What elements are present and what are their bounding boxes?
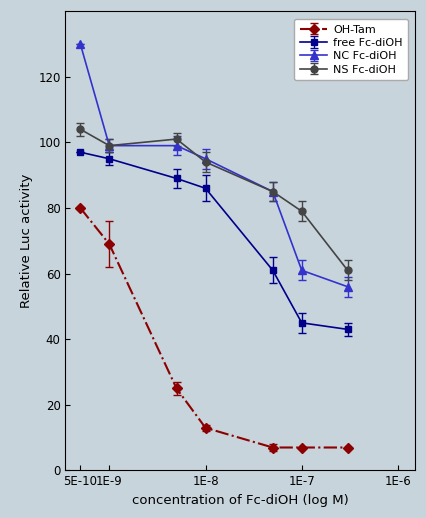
X-axis label: concentration of Fc-diOH (log M): concentration of Fc-diOH (log M) <box>132 494 348 507</box>
Y-axis label: Relative Luc activity: Relative Luc activity <box>20 174 33 308</box>
Legend: OH-Tam, free Fc-diOH, NC Fc-diOH, NS Fc-diOH: OH-Tam, free Fc-diOH, NC Fc-diOH, NS Fc-… <box>294 19 408 80</box>
